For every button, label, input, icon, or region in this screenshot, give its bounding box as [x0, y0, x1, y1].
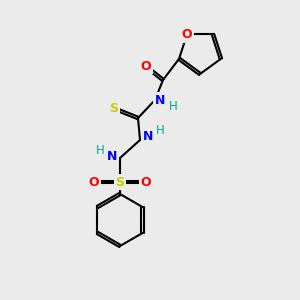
- Text: H: H: [156, 124, 164, 137]
- Text: H: H: [96, 143, 104, 157]
- Text: S: S: [110, 103, 118, 116]
- Text: N: N: [143, 130, 153, 143]
- Text: O: O: [89, 176, 99, 188]
- Text: H: H: [169, 100, 177, 112]
- Text: N: N: [155, 94, 165, 106]
- Text: O: O: [182, 28, 192, 41]
- Text: O: O: [141, 176, 151, 188]
- Text: O: O: [141, 59, 151, 73]
- Text: S: S: [116, 176, 124, 188]
- Text: N: N: [107, 149, 117, 163]
